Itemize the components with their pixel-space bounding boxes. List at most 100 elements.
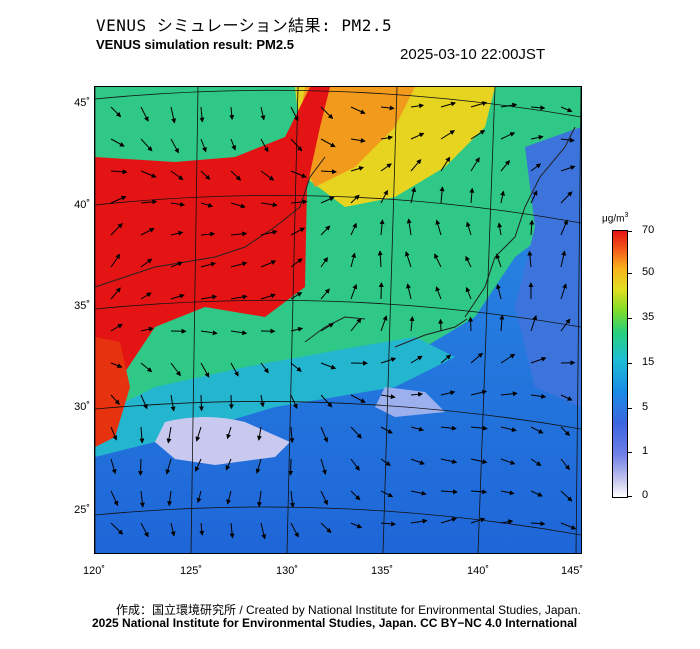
wind-arrow <box>350 317 362 332</box>
longitude-label-130: 130˚ <box>275 565 299 577</box>
wind-arrow <box>440 130 456 140</box>
wind-arrow <box>500 426 517 433</box>
wind-arrow <box>140 394 148 410</box>
wind-arrow <box>260 522 267 540</box>
wind-arrow <box>409 316 415 332</box>
wind-arrow <box>110 490 119 507</box>
wind-arrow <box>167 490 173 507</box>
wind-arrow <box>350 490 361 501</box>
concentration-blue-east <box>515 127 581 407</box>
wind-arrow <box>500 353 516 364</box>
wind-arrow <box>496 283 502 300</box>
wind-arrow <box>377 250 383 268</box>
wind-arrow <box>410 518 428 524</box>
wind-arrow <box>260 362 269 374</box>
wind-arrow <box>260 170 275 181</box>
wind-arrow <box>380 315 388 332</box>
wind-arrow <box>350 394 366 403</box>
wind-arrow <box>230 261 248 268</box>
concentration-orange-region <box>295 87 415 187</box>
wind-arrow <box>290 199 308 205</box>
longitude-label-120: 120˚ <box>82 565 106 577</box>
colorbar-tick-70: 70 <box>642 224 655 236</box>
wind-arrow <box>380 105 395 111</box>
wind-arrow <box>290 326 304 332</box>
wind-arrow <box>530 105 546 111</box>
wind-arrow <box>170 106 177 124</box>
wind-arrow <box>380 490 394 498</box>
wind-arrow <box>200 330 218 336</box>
longitude-label-140: 140˚ <box>466 565 490 577</box>
wind-arrow <box>529 219 535 236</box>
wind-arrow <box>230 138 237 151</box>
wind-arrow <box>230 170 242 181</box>
wind-arrow <box>410 391 424 397</box>
wind-arrow <box>200 261 216 268</box>
longitude-label-135: 135˚ <box>370 565 394 577</box>
wind-arrow <box>320 458 327 475</box>
wind-arrow <box>380 426 393 434</box>
wind-arrow <box>170 362 181 377</box>
wind-arrow <box>500 490 515 496</box>
wind-arrow <box>229 106 235 121</box>
wind-arrow <box>260 293 276 300</box>
wind-arrow <box>230 362 239 377</box>
colorbar-tick-1: 1 <box>642 445 649 457</box>
wind-arrow <box>290 170 307 178</box>
wind-arrow <box>170 230 184 236</box>
wind-arrow <box>350 222 357 236</box>
wind-arrow <box>470 101 488 108</box>
colorbar-tick-15: 15 <box>642 356 655 368</box>
wind-arrow <box>410 186 417 204</box>
wind-arrow <box>290 227 306 236</box>
wind-arrow <box>110 138 125 147</box>
wind-arrow <box>470 458 488 464</box>
wind-arrow <box>530 393 547 399</box>
wind-arrow <box>560 106 573 113</box>
wind-arrow <box>110 458 117 475</box>
longitude-label-145: 145˚ <box>560 565 584 577</box>
wind-arrow <box>530 490 543 497</box>
wind-arrow <box>195 426 202 442</box>
wind-arrow <box>139 490 145 508</box>
wind-arrow <box>320 490 328 506</box>
wind-arrow <box>165 458 172 475</box>
wind-arrow <box>410 132 425 140</box>
wind-arrow <box>410 103 425 109</box>
wind-arrow <box>257 490 262 508</box>
wind-arrow <box>560 165 576 172</box>
wind-arrow <box>470 389 488 396</box>
wind-arrow <box>199 106 205 123</box>
wind-arrow <box>560 318 571 332</box>
wind-arrow <box>259 394 265 408</box>
colorbar <box>612 230 628 498</box>
wind-arrow <box>560 283 567 300</box>
wind-arrow <box>530 190 538 204</box>
wind-arrow <box>435 219 442 236</box>
wind-arrow <box>380 458 391 466</box>
wind-arrow <box>500 391 518 397</box>
wind-arrow <box>290 522 299 538</box>
wind-arrow <box>140 106 149 122</box>
coastline-mainland <box>95 156 326 288</box>
wind-arrow <box>380 189 388 204</box>
wind-arrow <box>469 187 475 204</box>
wind-arrow <box>320 106 334 120</box>
wind-arrow <box>200 231 216 237</box>
wind-arrow <box>320 426 328 443</box>
wind-arrow <box>290 106 299 122</box>
wind-arrow <box>320 196 335 204</box>
wind-arrow <box>260 138 269 153</box>
wind-arrow <box>410 490 427 496</box>
map-frame <box>94 86 582 554</box>
wind-arrow <box>320 362 337 370</box>
title-japanese: VENUS シミュレーション結果: PM2.5 <box>96 16 393 35</box>
wind-arrow <box>170 201 186 207</box>
wind-arrow <box>110 394 120 405</box>
wind-arrow <box>350 458 360 471</box>
wind-arrow <box>560 219 568 236</box>
colorbar-tickmark-50 <box>627 273 632 274</box>
wind-arrow <box>170 522 176 537</box>
wind-arrow <box>350 106 366 114</box>
wind-arrow <box>170 138 179 154</box>
